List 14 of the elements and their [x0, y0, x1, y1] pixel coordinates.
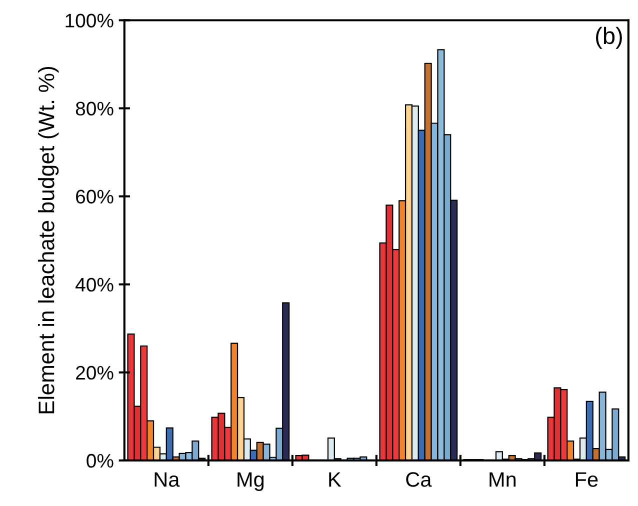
y-tick-label: 100%: [66, 14, 114, 28]
x-tick-label: K: [329, 472, 342, 487]
y-tick-label: 40%: [76, 278, 114, 292]
x-tick-label: Mg: [238, 472, 264, 491]
y-tick-label: 0%: [86, 454, 114, 468]
y-tick-label: 20%: [76, 366, 114, 380]
x-tick-label: Mn: [490, 472, 516, 487]
annotation: (b): [596, 26, 622, 49]
x-tick-label: Ca: [406, 472, 432, 487]
x-tick-label: Fe: [576, 472, 598, 487]
y-tick-label: 60%: [76, 190, 114, 204]
y-axis-title: Element in leachate budget (Wt. %): [38, 66, 59, 414]
x-tick-label: Na: [154, 472, 180, 487]
y-tick-label: 80%: [76, 102, 114, 116]
